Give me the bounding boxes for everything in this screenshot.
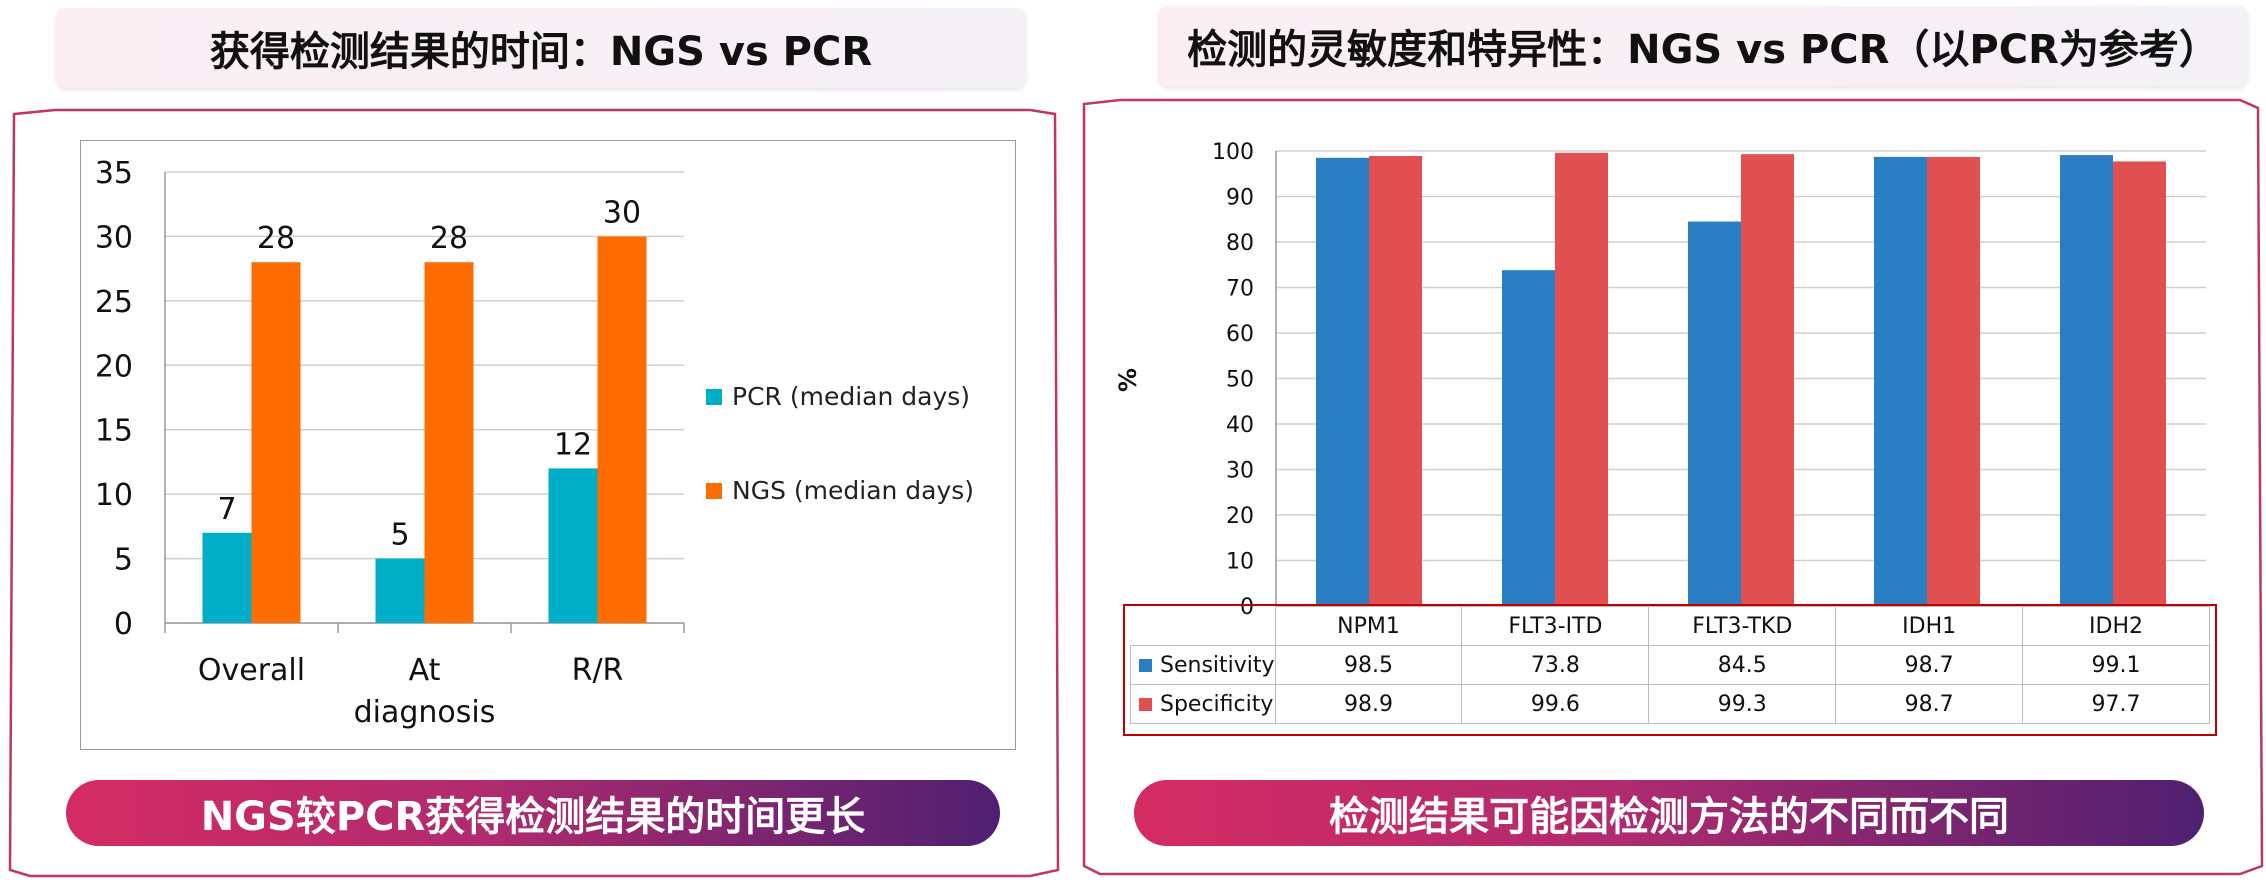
y-tick-label: 30	[1226, 459, 1254, 484]
bar	[548, 468, 598, 623]
left-conclusion-banner: NGS较PCR获得检测结果的时间更长	[66, 780, 1000, 846]
bar	[1874, 156, 1927, 607]
data-table-highlight: NPM1 FLT3-ITD FLT3-TKD IDH1 IDH2 Sensiti…	[1123, 604, 2217, 736]
y-tick-label: 5	[114, 543, 133, 578]
y-tick-label: 20	[1226, 504, 1254, 529]
table-cell: 84.5	[1648, 645, 1837, 685]
x-tick-label: Overall	[198, 653, 305, 688]
legend-ngs-label: NGS (median days)	[732, 476, 975, 505]
bar	[424, 262, 474, 623]
bar	[1502, 270, 1555, 606]
data-label: 7	[217, 492, 236, 527]
y-tick-label: 70	[1226, 277, 1254, 302]
data-table: NPM1 FLT3-ITD FLT3-TKD IDH1 IDH2 Sensiti…	[1130, 606, 2210, 724]
bar	[1741, 154, 1794, 606]
legend-item-ngs: NGS (median days)	[706, 476, 974, 505]
y-tick-label: 15	[95, 414, 133, 449]
y-tick-label: 40	[1226, 413, 1254, 438]
left-panel-title: 获得检测结果的时间：NGS vs PCR	[56, 8, 1026, 88]
bar	[202, 532, 252, 623]
table-cell: 99.3	[1648, 684, 1837, 724]
data-label: 12	[554, 427, 592, 462]
x-tick-label: R/R	[572, 653, 624, 688]
turnaround-chart-frame	[80, 140, 1016, 750]
table-cell: 98.9	[1274, 684, 1463, 724]
y-tick-label: 60	[1226, 322, 1254, 347]
y-axis-label: %	[1114, 368, 1142, 392]
right-conclusion-text: 检测结果可能因检测方法的不同而不同	[1329, 794, 2009, 840]
y-tick-label: 0	[114, 607, 133, 642]
table-row: Sensitivity 98.5 73.8 84.5 98.7 99.1	[1130, 645, 2210, 685]
table-row: Specificity 98.9 99.6 99.3 98.7 97.7	[1130, 684, 2210, 724]
table-cell: 98.7	[1835, 684, 2024, 724]
bar	[1688, 221, 1741, 606]
right-title-text: 检测的灵敏度和特异性：NGS vs PCR（以PCR为参考）	[1187, 27, 2219, 73]
y-tick-label: 100	[1212, 140, 1254, 165]
left-conclusion-text: NGS较PCR获得检测结果的时间更长	[200, 794, 866, 840]
left-title-text: 获得检测结果的时间：NGS vs PCR	[209, 29, 873, 75]
x-tick-label: diagnosis	[354, 695, 496, 730]
y-tick-label: 10	[95, 478, 133, 513]
bar	[1316, 157, 1369, 606]
bar	[251, 262, 301, 623]
data-label: 5	[390, 518, 409, 553]
bar	[375, 558, 425, 623]
bar	[2060, 155, 2113, 606]
table-header-cell: FLT3-TKD	[1648, 606, 1837, 646]
specificity-swatch	[1139, 698, 1152, 711]
ngs-swatch	[706, 482, 722, 499]
data-label: 28	[257, 221, 295, 256]
right-conclusion-banner: 检测结果可能因检测方法的不同而不同	[1134, 780, 2204, 846]
table-row-label: Sensitivity	[1130, 645, 1276, 685]
legend-item-pcr: PCR (median days)	[706, 382, 970, 411]
x-tick-label: At	[409, 653, 441, 688]
y-tick-label: 20	[95, 349, 133, 384]
table-header-cell: NPM1	[1274, 606, 1463, 646]
y-tick-label: 30	[95, 220, 133, 255]
sensitivity-label: Sensitivity	[1160, 652, 1275, 678]
bar	[1927, 156, 1980, 607]
table-header-cell: IDH2	[2022, 606, 2210, 646]
table-header-cell: IDH1	[1835, 606, 2024, 646]
data-label: 30	[603, 195, 641, 230]
table-header-cell: FLT3-ITD	[1461, 606, 1650, 646]
y-tick-label: 10	[1226, 550, 1254, 575]
bar	[1369, 156, 1422, 606]
sensitivity-swatch	[1139, 659, 1152, 672]
table-corner	[1130, 606, 1276, 646]
table-cell: 98.5	[1274, 645, 1463, 685]
table-cell: 99.1	[2022, 645, 2210, 685]
table-header-row: NPM1 FLT3-ITD FLT3-TKD IDH1 IDH2	[1130, 606, 2210, 646]
bar	[2113, 161, 2166, 606]
bar	[1555, 152, 1608, 606]
right-panel-title: 检测的灵敏度和特异性：NGS vs PCR（以PCR为参考）	[1158, 6, 2248, 86]
bar	[597, 236, 647, 623]
table-cell: 99.6	[1461, 684, 1650, 724]
y-tick-label: 90	[1226, 186, 1254, 211]
table-cell: 97.7	[2022, 684, 2210, 724]
specificity-label: Specificity	[1160, 691, 1274, 717]
pcr-swatch	[706, 388, 722, 405]
table-cell: 73.8	[1461, 645, 1650, 685]
data-label: 28	[430, 221, 468, 256]
y-tick-label: 35	[95, 156, 133, 191]
table-row-label: Specificity	[1130, 684, 1276, 724]
y-tick-label: 80	[1226, 231, 1254, 256]
y-tick-label: 25	[95, 285, 133, 320]
legend-pcr-label: PCR (median days)	[732, 382, 971, 411]
y-tick-label: 50	[1226, 368, 1254, 393]
table-cell: 98.7	[1835, 645, 2024, 685]
